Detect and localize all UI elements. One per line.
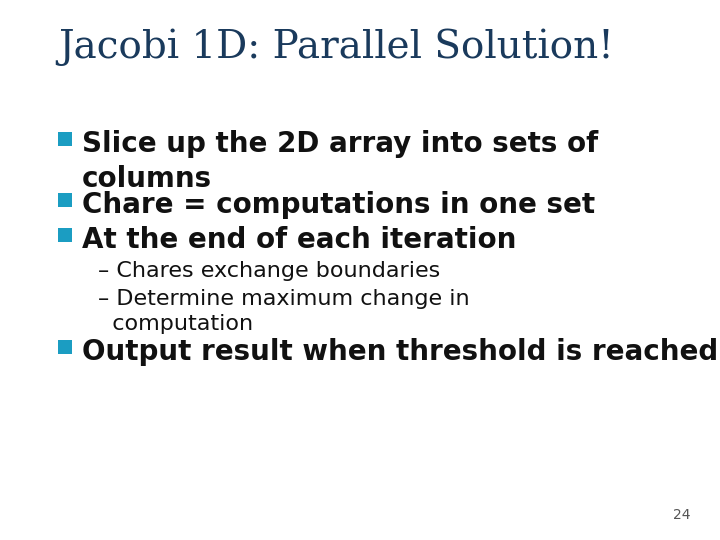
Text: Slice up the 2D array into sets of
columns: Slice up the 2D array into sets of colum…: [82, 130, 598, 193]
Bar: [58, 193, 72, 207]
Text: Output result when threshold is reached: Output result when threshold is reached: [82, 338, 719, 366]
Text: – Chares exchange boundaries: – Chares exchange boundaries: [98, 261, 440, 281]
Text: At the end of each iteration: At the end of each iteration: [82, 226, 516, 254]
Text: – Determine maximum change in
  computation: – Determine maximum change in computatio…: [98, 289, 469, 334]
Bar: [58, 228, 72, 242]
Bar: [58, 132, 72, 146]
Text: Jacobi 1D: Parallel Solution!: Jacobi 1D: Parallel Solution!: [58, 28, 613, 65]
Text: Chare = computations in one set: Chare = computations in one set: [82, 191, 595, 219]
Bar: [58, 340, 72, 354]
Text: 24: 24: [672, 508, 690, 522]
